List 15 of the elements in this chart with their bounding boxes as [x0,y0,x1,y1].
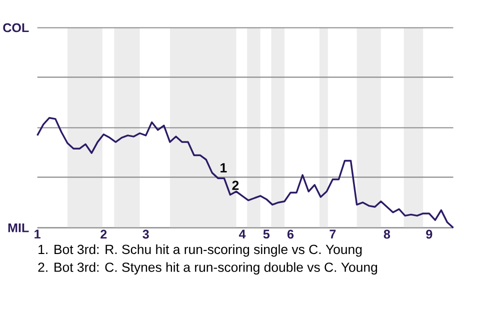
annotation: 2 [232,180,239,190]
ref-line-label: COL [3,23,29,32]
x-tick-label: 7 [330,230,336,238]
text: 2. Bot 3rd: C. Stynes hit a run-scoring double vs C. Young [38,262,378,275]
ref-line-label: MIL [8,224,29,232]
x-tick-label: 8 [384,230,390,239]
annotation: 1 [220,163,227,172]
x-tick-label: 2 [100,230,107,239]
x-tick-label: 6 [287,230,294,239]
x-tick-label: 1 [34,230,40,238]
x-tick-label: 9 [426,230,432,239]
x-tick-label: 3 [142,230,149,239]
x-tick-label: 5 [263,230,270,239]
x-tick-label: 4 [238,230,246,238]
text: 1. Bot 3rd: R. Schu hit a run-scoring single vs C. Young [38,244,362,257]
